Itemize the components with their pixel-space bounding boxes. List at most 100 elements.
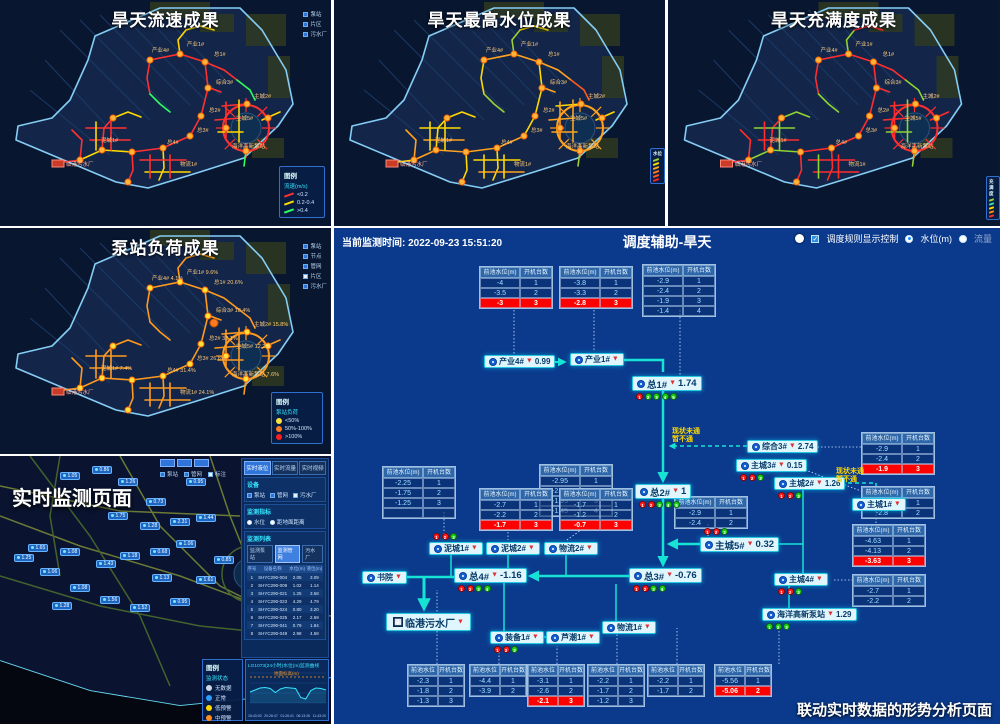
pump-station-marker[interactable] <box>176 278 184 286</box>
monitor-chip[interactable]: 1.06 <box>176 540 197 548</box>
checkbox-icon[interactable] <box>303 21 309 27</box>
monitor-chip[interactable]: 1.44 <box>196 514 217 522</box>
node-产业4#[interactable]: 产业4# ▼ 0.99 <box>484 355 556 368</box>
node-主城2#[interactable]: 主城2# ▼ 1.26 <box>774 477 846 490</box>
node-总3#[interactable]: 总3# ▼ -0.76 <box>629 568 702 583</box>
checkbox-管网[interactable]: 管网 <box>270 491 288 499</box>
pump-station-marker[interactable] <box>197 112 205 120</box>
node-装备1#[interactable]: 装备1# ▼ <box>490 631 544 644</box>
monitor-chip[interactable]: 1.52 <box>130 604 151 612</box>
pump-station-marker[interactable] <box>493 144 501 152</box>
list-filter-污水厂[interactable]: 污水厂 <box>302 545 324 563</box>
pump-station-marker[interactable] <box>576 147 584 155</box>
dropdown-icon[interactable]: ▼ <box>527 544 535 552</box>
velocity-layer-toggles[interactable]: 泵站 片区 污水厂 <box>303 10 327 38</box>
dropdown-icon[interactable]: ▼ <box>666 571 674 579</box>
tab-实时液位[interactable]: 实时液位 <box>244 461 271 475</box>
level-curve-chart[interactable]: 地面标高(m) <box>248 669 327 709</box>
monitor-chip[interactable]: 1.05 <box>60 472 81 480</box>
toggle-dot[interactable] <box>795 234 805 243</box>
checkbox-icon[interactable] <box>184 471 190 477</box>
monitor-chip[interactable]: 0.86 <box>92 466 113 474</box>
dropdown-icon[interactable]: ▼ <box>585 544 593 552</box>
layer-toggle-片区[interactable]: 片区 <box>303 272 327 280</box>
monitor-chip[interactable]: 1.18 <box>120 552 141 560</box>
monitor-chip[interactable]: 1.65 <box>28 544 49 552</box>
pump-station-marker[interactable] <box>159 144 167 152</box>
pump-station-marker[interactable] <box>797 148 804 156</box>
pump-station-marker[interactable] <box>124 178 132 186</box>
pump-station-marker[interactable] <box>146 284 154 292</box>
checkbox-icon[interactable] <box>247 492 252 498</box>
pump-station-marker[interactable] <box>186 132 194 140</box>
tab-实时视频[interactable]: 实时视频 <box>299 461 327 475</box>
monitor-chip[interactable]: 0.95 <box>170 598 191 606</box>
layer-toggle-片区[interactable]: 片区 <box>303 20 327 28</box>
pump-station-marker[interactable] <box>480 56 488 64</box>
checkbox-泵站[interactable]: 泵站 <box>247 491 265 499</box>
table-row[interactable]: 2 SHYC290-009 1.02 1.14 <box>247 581 323 589</box>
table-row[interactable]: 1 SHYC290-004 2.05 3.09 <box>247 573 323 581</box>
toolbar-button[interactable] <box>194 459 209 467</box>
layer-toggle-标注[interactable]: 标注 <box>208 470 226 478</box>
layer-toggle-管网[interactable]: 管网 <box>184 470 202 478</box>
layer-toggle-污水厂[interactable]: 污水厂 <box>303 30 327 38</box>
rule-display-checkbox[interactable]: ✓ <box>811 234 820 243</box>
monitor-chip[interactable]: 1.25 <box>14 554 35 562</box>
layer-toggle-管网[interactable]: 管网 <box>303 262 327 270</box>
pump-station-marker[interactable] <box>538 84 546 92</box>
pump-station-marker[interactable] <box>109 342 117 350</box>
monitor-chip[interactable]: 1.28 <box>140 522 161 530</box>
layer-toggle-泵站[interactable]: 泵站 <box>303 242 327 250</box>
pump-station-marker[interactable] <box>598 114 606 122</box>
pump-station-marker[interactable] <box>767 146 774 154</box>
pump-station-marker[interactable] <box>186 360 194 368</box>
pump-station-marker[interactable] <box>128 148 136 156</box>
pump-station-marker[interactable] <box>577 100 585 108</box>
checkbox-icon[interactable] <box>303 273 309 279</box>
checkbox-icon[interactable] <box>160 471 165 477</box>
list-filter-监测管网[interactable]: 监测管网 <box>274 545 301 563</box>
table-row[interactable]: 5 SHYC290-024 0.80 3.20 <box>247 605 323 613</box>
pump-station-marker[interactable] <box>933 114 940 122</box>
pump-station-marker[interactable] <box>124 406 132 414</box>
node-泥城2#[interactable]: 泥城2# ▼ <box>486 542 540 555</box>
pump-station-marker[interactable] <box>242 147 250 155</box>
pump-station-marker[interactable] <box>793 178 800 186</box>
monitor-chip[interactable]: 1.56 <box>100 596 121 604</box>
pump-station-marker[interactable] <box>891 124 898 132</box>
pump-station-marker[interactable] <box>873 84 880 92</box>
monitor-chip[interactable]: 0.73 <box>146 498 167 506</box>
dropdown-icon[interactable]: ▼ <box>470 544 478 552</box>
pump-station-marker[interactable] <box>912 100 919 108</box>
monitor-chip[interactable]: 1.61 <box>196 576 217 584</box>
map-toolbar[interactable] <box>160 459 209 467</box>
dropdown-icon[interactable]: ▼ <box>531 633 539 641</box>
pump-station-marker[interactable] <box>845 50 852 58</box>
water-level-radio[interactable] <box>905 234 914 243</box>
toolbar-button[interactable] <box>177 459 192 467</box>
monitor-chip[interactable]: 1.13 <box>152 574 173 582</box>
table-row[interactable]: 7 SHYC290-041 0.79 1.84 <box>247 621 323 629</box>
monitor-chip[interactable]: 1.08 <box>60 548 81 556</box>
pump-station-marker[interactable] <box>866 112 873 120</box>
load-layer-toggles[interactable]: 泵站 节点 管网 片区 污水厂 <box>303 242 327 290</box>
dropdown-icon[interactable]: ▼ <box>746 540 754 548</box>
table-row[interactable]: 6 SHYC290-025 2.17 2.69 <box>247 613 323 621</box>
monitor-list-table[interactable]: 序号 设备名称 水位(m) 液位(m) 1 SHYC290-004 2.05 3.09 2 SHY… <box>247 565 323 637</box>
checkbox-icon[interactable] <box>303 253 309 259</box>
pump-station-marker[interactable] <box>531 112 539 120</box>
node-主城4#[interactable]: 主城4# ▼ <box>774 573 828 586</box>
monitor-chip[interactable]: 1.75 <box>108 512 129 520</box>
node-总2#[interactable]: 总2# ▼ 1 <box>635 484 692 499</box>
layer-toggle-节点[interactable]: 节点 <box>303 252 327 260</box>
list-filter-监测泵站[interactable]: 监测泵站 <box>247 545 273 563</box>
pump-station-marker[interactable] <box>462 148 470 156</box>
node-综合3#[interactable]: 综合3# ▼ 2.74 <box>747 440 819 453</box>
checkbox-icon[interactable] <box>303 31 309 37</box>
pump-station-marker[interactable] <box>520 132 528 140</box>
node-主城5#[interactable]: 主城5# ▼ 0.32 <box>700 537 780 552</box>
checkbox-污水厂[interactable]: 污水厂 <box>293 491 317 499</box>
monitor-chip[interactable]: 0.95 <box>186 478 207 486</box>
dropdown-icon[interactable]: ▼ <box>893 500 901 508</box>
